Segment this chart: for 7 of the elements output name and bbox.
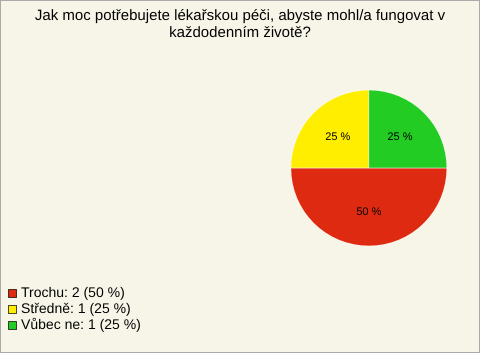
chart-title: Jak moc potřebujete lékařskou péči, abyste mohl/a fungovat v každodenním životě? [34,6,446,43]
legend-label: Vůbec ne: 1 (25 %) [21,316,141,332]
legend-label: Středně: 1 (25 %) [21,300,131,316]
data-label: 25 % [325,130,350,143]
data-label: 50 % [356,206,382,218]
data-label: 25 % [387,130,413,143]
legend-label: Trochu: 2 (50 %) [21,284,125,300]
